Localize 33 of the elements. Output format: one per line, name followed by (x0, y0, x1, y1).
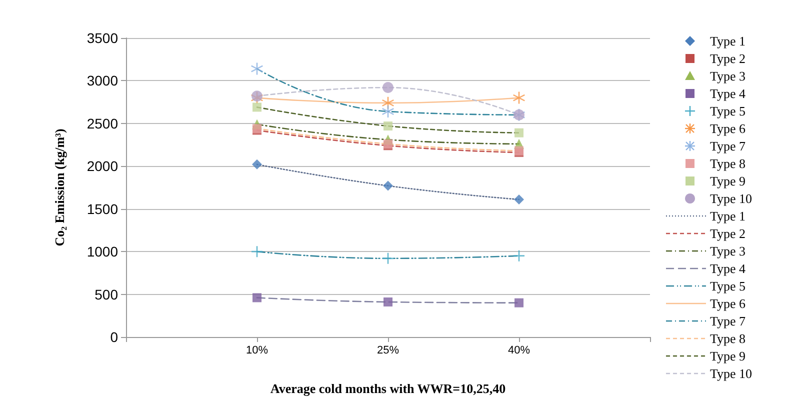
legend-label: Type 10 (710, 366, 752, 381)
legend-label: Type 8 (710, 156, 746, 171)
y-tick-label: 2500 (86, 115, 118, 132)
legend-label: Type 4 (710, 86, 746, 101)
y-axis-title: Co₂ Emission (kg/m³) (52, 128, 67, 246)
legend-label: Type 1 (710, 208, 746, 224)
legend-label: Type 7 (710, 138, 746, 154)
legend-label: Type 7 (710, 314, 746, 328)
y-tick-label: 1500 (86, 200, 118, 217)
legend-label: Type 6 (710, 121, 746, 136)
y-tick-label: 3000 (86, 72, 118, 89)
legend-label: Type 10 (710, 191, 752, 206)
legend-label: Type 5 (710, 104, 746, 118)
legend-label: Type 1 (710, 34, 746, 48)
y-tick-label: 2000 (86, 158, 118, 174)
legend-label: Type 4 (710, 261, 746, 276)
x-tick-label: 40% (508, 344, 530, 356)
legend-label: Type 2 (710, 51, 746, 66)
legend-label: Type 2 (710, 226, 746, 241)
x-tick-label: 25% (376, 344, 400, 356)
y-tick-label: 0 (110, 329, 118, 345)
legend-label: Type 6 (710, 296, 746, 311)
legend-label: Type 3 (710, 68, 746, 84)
legend-label: Type 3 (710, 244, 746, 258)
y-tick-label: 500 (94, 286, 118, 302)
legend-label: Type 9 (710, 348, 746, 364)
legend-label: Type 5 (710, 278, 746, 294)
x-tick-label: 10% (246, 344, 268, 356)
legend-label: Type 8 (710, 331, 746, 346)
legend-label: Type 9 (710, 174, 746, 188)
x-axis-title: Average cold months with WWR=10,25,40 (270, 381, 506, 396)
y-tick-label: 3500 (86, 30, 118, 46)
y-tick-label: 1000 (86, 244, 118, 260)
